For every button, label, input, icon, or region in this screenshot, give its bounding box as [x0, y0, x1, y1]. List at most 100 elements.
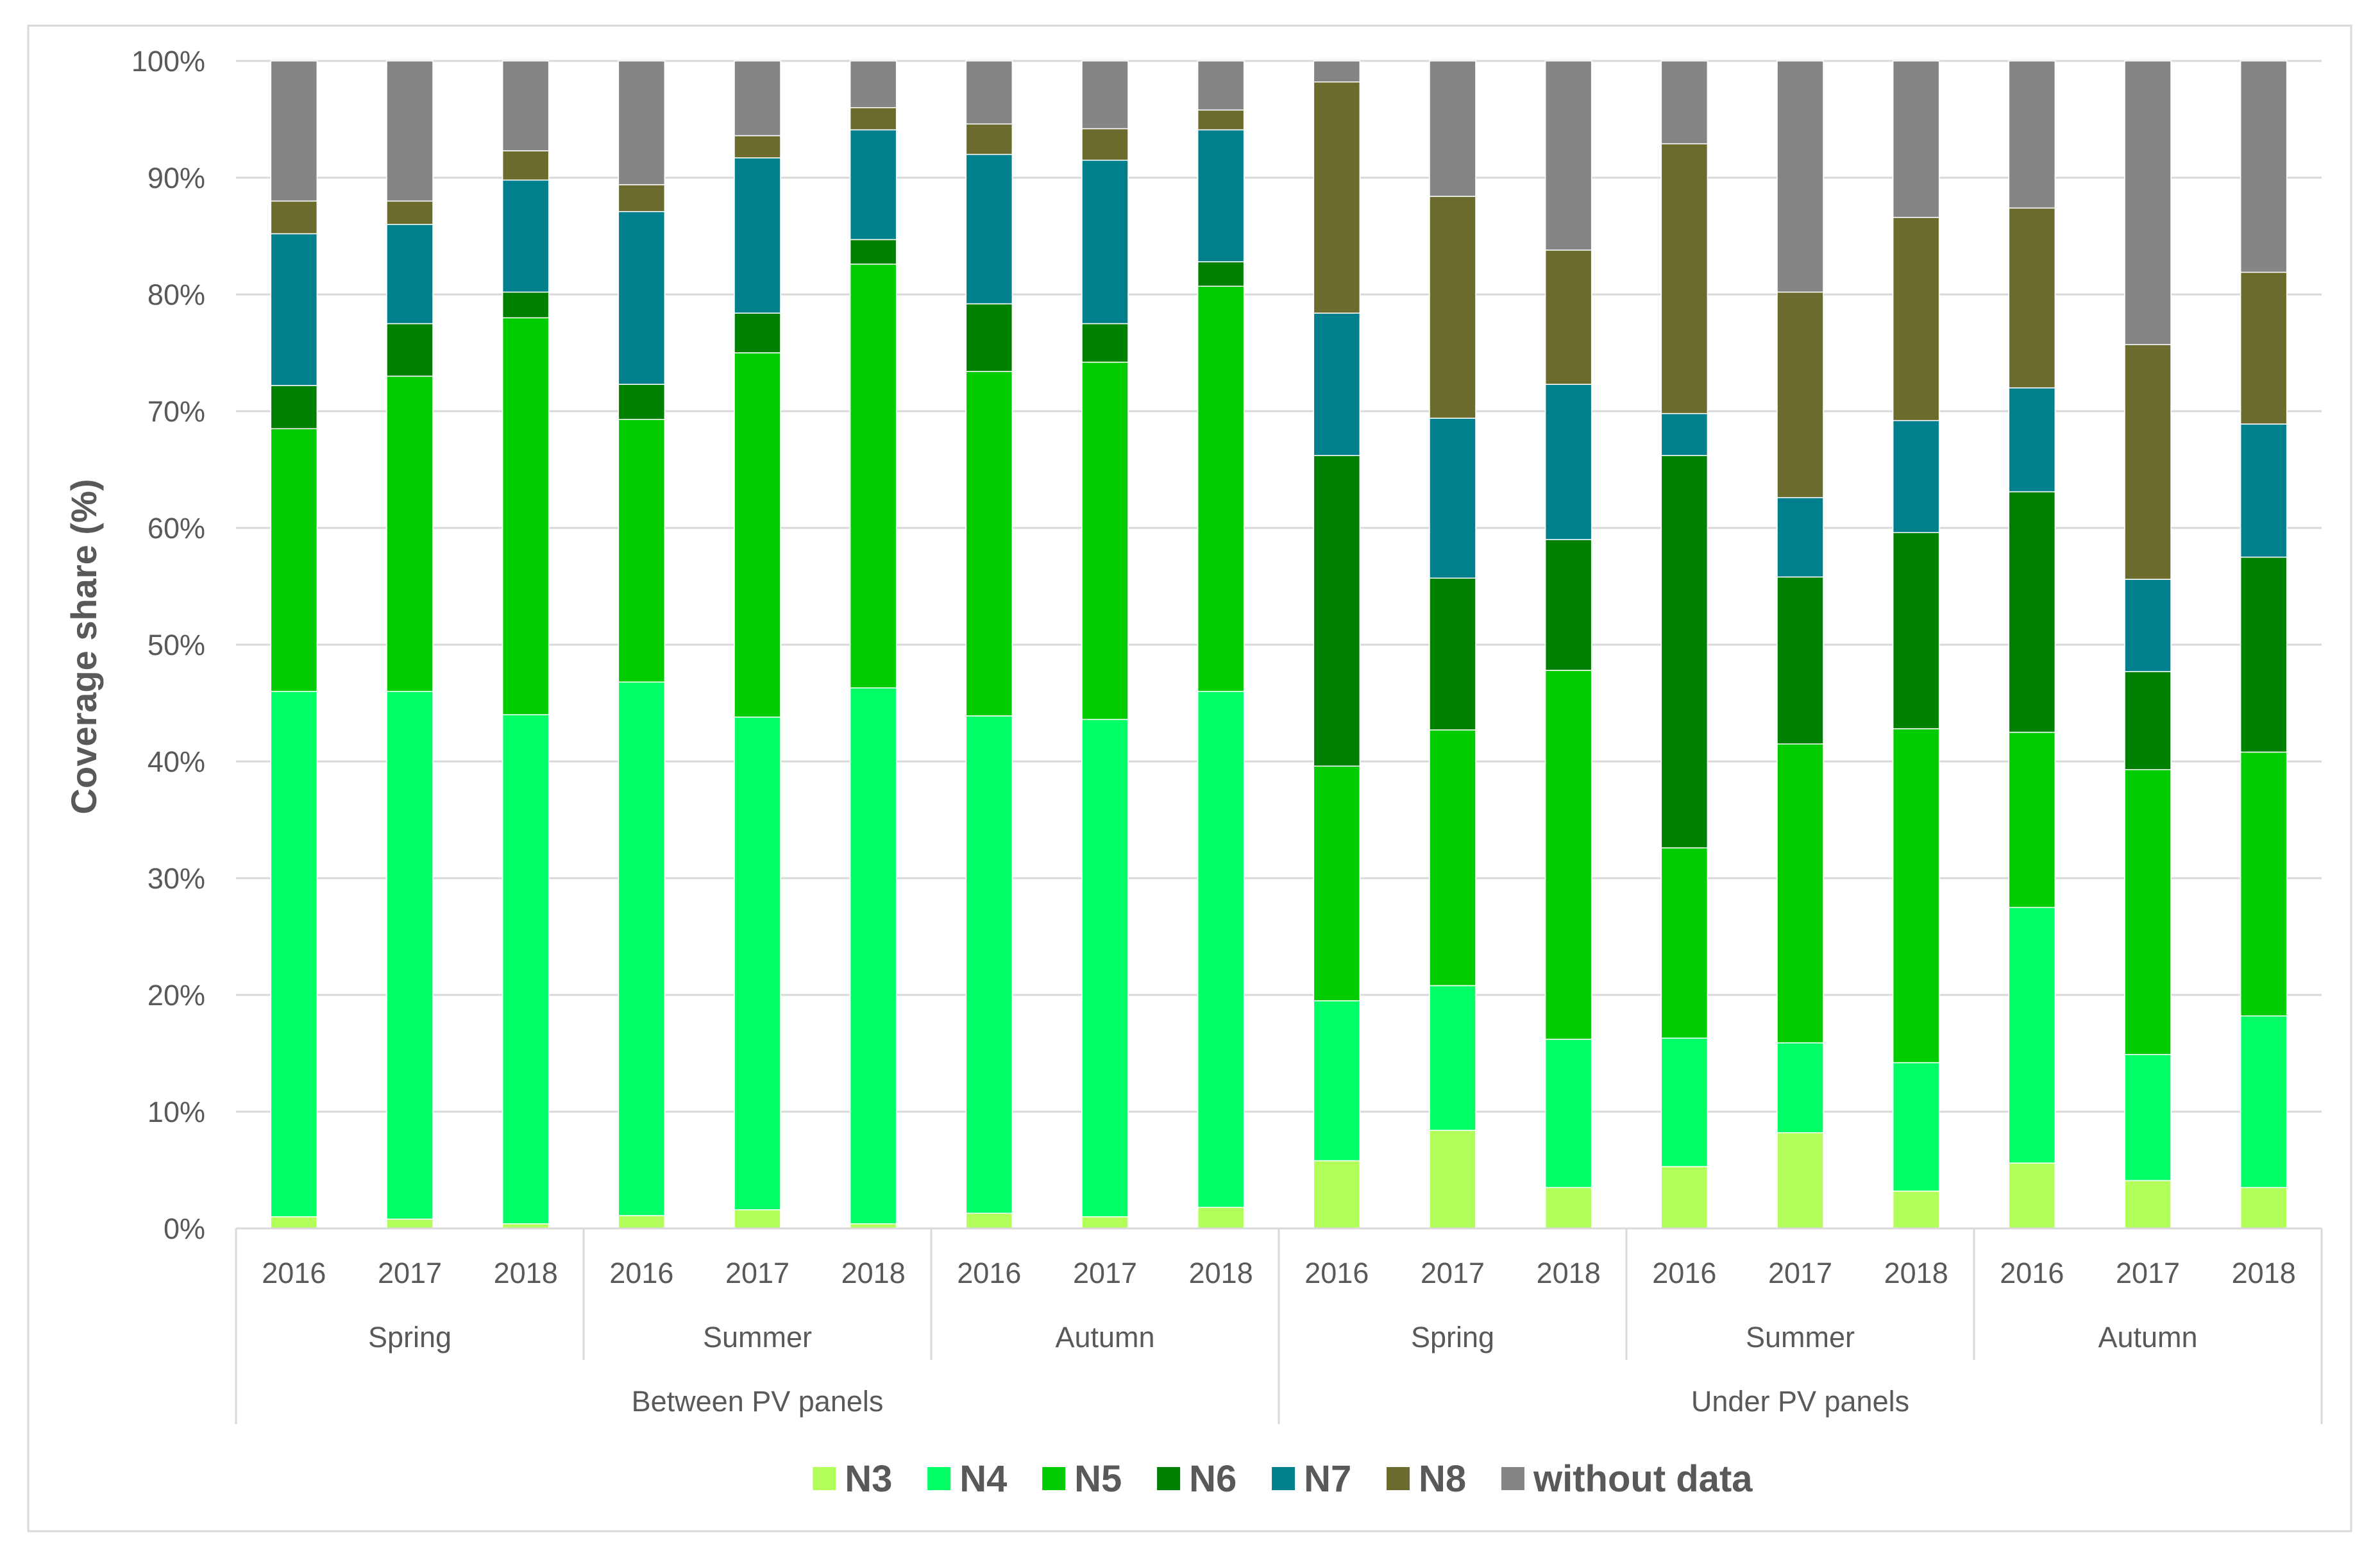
bar-segment-n3 — [1429, 1130, 1476, 1229]
bar-segment-n7 — [965, 153, 1013, 305]
x-year-label: 2017 — [725, 1257, 789, 1289]
bar-segment-n6 — [1660, 455, 1709, 849]
x-year-label: 2016 — [1304, 1257, 1369, 1289]
bar-segment-without-data — [965, 60, 1013, 125]
bar-segment-n8 — [1777, 291, 1824, 498]
y-axis-label: Coverage share (%) — [63, 479, 104, 815]
bar-segment-n4 — [1544, 1039, 1592, 1189]
bar-segment-n5 — [1197, 285, 1245, 692]
gridlines — [236, 60, 2322, 1230]
x-year-label: 2018 — [1537, 1257, 1601, 1289]
bar-segment-n7 — [734, 157, 781, 314]
y-tick-label: 20% — [148, 979, 205, 1012]
legend-swatch-n8 — [1387, 1467, 1410, 1490]
bar-segment-n6 — [1429, 577, 1476, 731]
x-year-label: 2018 — [1189, 1257, 1253, 1289]
y-tick-label: 10% — [148, 1096, 205, 1128]
bar-segment-n4 — [2008, 906, 2056, 1164]
bar-segment-without-data — [1197, 60, 1245, 111]
bar-segment-n8 — [2240, 271, 2288, 425]
bar-segment-n7 — [1197, 129, 1245, 262]
legend-label-n6: N6 — [1189, 1458, 1236, 1500]
bar-segment-without-data — [2124, 60, 2172, 346]
bar-segment-n3 — [965, 1212, 1013, 1229]
y-tick-label: 0% — [164, 1212, 205, 1245]
legend-label-n8: N8 — [1419, 1458, 1466, 1500]
bar-segment-n3 — [1197, 1207, 1245, 1229]
y-tick-label: 80% — [148, 278, 205, 311]
bar-segment-n6 — [2008, 491, 2056, 733]
bar-segment-n7 — [1429, 418, 1476, 579]
axes — [235, 1227, 2323, 1424]
x-year-label: 2018 — [841, 1257, 906, 1289]
bar-segment-n3 — [1777, 1132, 1824, 1229]
bar-segment-n8 — [1660, 143, 1709, 414]
bar-segment-n7 — [1660, 412, 1709, 456]
bar-segment-n4 — [1660, 1037, 1709, 1167]
bar-segment-without-data — [849, 60, 897, 108]
bar-segment-n6 — [1197, 261, 1245, 287]
bar-segment-n7 — [1313, 312, 1361, 456]
bar-segment-n6 — [386, 323, 434, 377]
bar-segment-n5 — [1429, 729, 1476, 987]
bar-segment-n8 — [618, 184, 666, 212]
bar-segment-n3 — [2240, 1187, 2288, 1229]
legend-label-n5: N5 — [1074, 1458, 1122, 1500]
bar-segment-n7 — [2240, 423, 2288, 558]
bar-segment-n4 — [965, 715, 1013, 1214]
bar-segment-n3 — [2008, 1162, 2056, 1229]
bar-segment-without-data — [1892, 60, 1940, 218]
y-tick-label: 50% — [148, 629, 205, 661]
bar-segment-n5 — [1544, 670, 1592, 1040]
bar-segment-n6 — [1081, 323, 1129, 363]
bar-segment-n5 — [1313, 765, 1361, 1001]
bar-segment-n8 — [502, 150, 550, 181]
bar-segment-n3 — [1313, 1160, 1361, 1229]
bar-segment-n7 — [270, 233, 318, 386]
bar-segment-without-data — [1081, 60, 1129, 130]
bar-segment-without-data — [734, 60, 781, 137]
bar-segment-n7 — [502, 179, 550, 293]
bar-segment-n3 — [270, 1216, 318, 1229]
x-season-label: Autumn — [1055, 1321, 1154, 1354]
bar-segment-n5 — [1892, 728, 1940, 1064]
x-category-labels: 2016 2017 2018 2016 2017 2018 2016 2017 2018 2016… — [262, 1257, 2295, 1418]
x-year-label: 2016 — [609, 1257, 673, 1289]
bar-segment-n6 — [270, 385, 318, 430]
bar-segment-n6 — [1544, 539, 1592, 671]
bar-segment-n6 — [849, 239, 897, 265]
bar-segment-n8 — [734, 135, 781, 158]
y-tick-labels: 0% 10% 20% 30% 40% 50% 60% 70% 80% 90% 100% — [131, 45, 205, 1245]
y-tick-label: 30% — [148, 862, 205, 895]
bar-segment-n7 — [2124, 579, 2172, 672]
bar-segment-n5 — [734, 352, 781, 718]
y-tick-label: 70% — [148, 395, 205, 428]
bar-segment-n4 — [270, 691, 318, 1218]
y-tick-label: 100% — [131, 45, 205, 78]
legend: N3 N4 N5 N6 N7 N8 without data — [813, 1458, 1753, 1500]
legend-swatch-n3 — [813, 1467, 836, 1490]
x-year-label: 2016 — [2000, 1257, 2064, 1289]
bar-segment-n4 — [1197, 691, 1245, 1208]
legend-swatch-n4 — [927, 1467, 951, 1490]
x-season-label: Autumn — [2098, 1321, 2197, 1354]
bar-segment-n6 — [618, 384, 666, 420]
bar-segment-without-data — [2008, 60, 2056, 209]
bar-segment-without-data — [1313, 60, 1361, 83]
bar-segment-without-data — [2240, 60, 2288, 273]
bar-segment-without-data — [1660, 60, 1709, 144]
bar-segment-n4 — [734, 717, 781, 1210]
legend-swatch-without-data — [1501, 1467, 1524, 1490]
bar-segment-n8 — [1081, 128, 1129, 161]
bar-segment-n5 — [2240, 751, 2288, 1017]
bar-segment-n5 — [1660, 847, 1709, 1039]
x-year-label: 2018 — [2232, 1257, 2296, 1289]
bar-segment-n5 — [502, 317, 550, 715]
bar-segment-n6 — [734, 312, 781, 353]
bar-segment-without-data — [1544, 60, 1592, 251]
bar-segment-n8 — [270, 200, 318, 235]
bar-segment-n8 — [849, 107, 897, 131]
bar-segment-n7 — [1544, 384, 1592, 540]
bar-segment-n5 — [386, 375, 434, 692]
